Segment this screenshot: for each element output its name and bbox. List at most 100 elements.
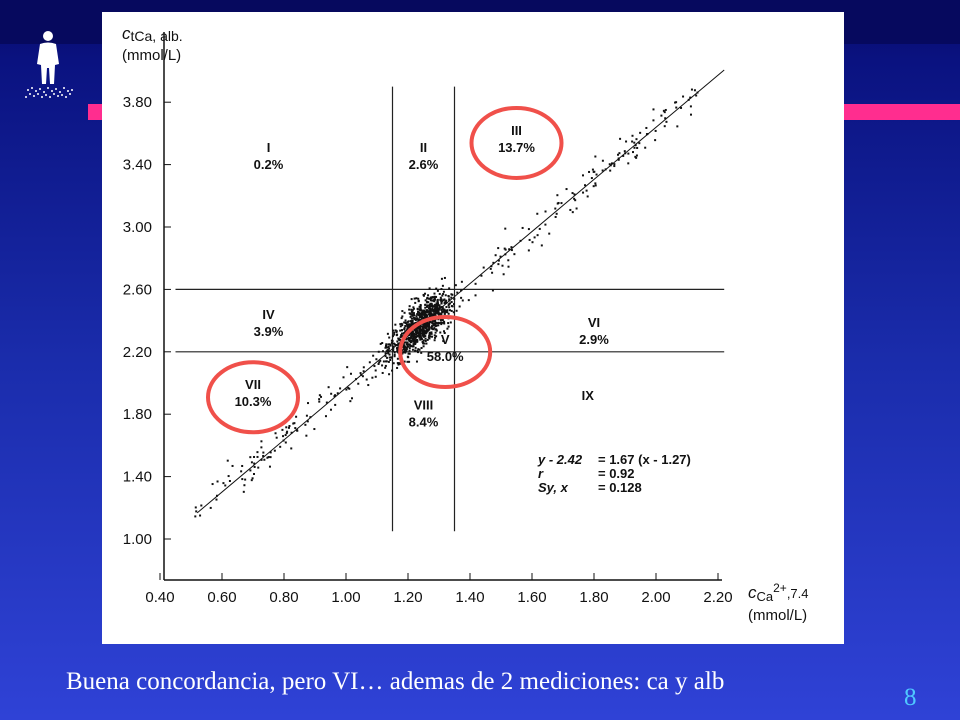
data-point [433,322,436,325]
data-point [400,317,403,320]
data-point [489,267,492,270]
data-point [371,376,374,379]
highlight-circle-vii [206,360,300,435]
data-point [438,322,441,325]
data-point [381,371,384,374]
data-point [385,344,388,347]
data-point [431,321,434,324]
data-point [424,306,427,309]
data-point [226,459,229,462]
data-point [431,319,434,322]
zone-label-iv: IV [262,307,275,322]
data-point [419,307,422,310]
data-point [444,310,447,313]
data-point [428,332,431,335]
data-point [408,308,411,311]
data-point [452,303,455,306]
data-point [405,323,408,326]
data-point [689,96,692,99]
data-point [594,155,597,158]
data-point [467,299,470,302]
data-point [418,305,421,308]
data-point [269,456,272,459]
data-point [501,264,504,267]
data-point [274,432,277,435]
data-point [403,348,406,351]
data-point [447,312,450,315]
data-point [249,456,252,459]
data-point [412,313,415,316]
data-point [209,506,212,509]
data-point [420,309,423,312]
data-point [412,316,415,319]
data-point [404,319,407,322]
data-point [405,338,408,341]
stat-lhs: r [538,466,544,481]
data-point [460,296,463,299]
data-point [400,335,403,338]
x-tick-label: 1.40 [455,589,484,606]
data-point [434,328,437,331]
data-point [428,297,431,300]
data-point [635,154,638,157]
data-point [414,339,417,342]
data-point [292,422,295,425]
data-point [420,316,423,319]
data-point [695,94,698,97]
data-point [425,326,428,329]
data-point [349,372,352,375]
data-point [420,328,423,331]
data-point [285,432,288,435]
data-point [690,88,693,91]
data-point [425,314,428,317]
data-point [680,106,683,109]
data-point [405,343,408,346]
data-point [286,430,289,433]
data-point [424,315,427,318]
data-point [409,312,412,315]
data-point [385,350,388,353]
data-point [431,308,434,311]
y-axis-unit: (mmol/L) [122,47,181,64]
data-point [418,318,421,321]
data-point [429,296,432,299]
data-point [396,350,399,353]
data-point [284,434,287,437]
data-point [413,297,416,300]
data-point [406,327,409,330]
zone-label-iii: III [511,123,522,138]
data-point [440,288,443,291]
data-point [436,304,439,307]
data-point [435,329,438,332]
data-point [474,282,477,285]
data-point [374,375,377,378]
data-point [339,387,342,390]
data-point [436,301,439,304]
highlight-circle-v [398,315,493,389]
data-point [395,344,398,347]
data-point [392,349,395,352]
data-point [414,329,417,332]
data-point [336,392,339,395]
data-point [619,137,622,140]
data-point [408,340,411,343]
data-point [414,337,417,340]
data-point [365,378,368,381]
data-point [415,339,418,342]
data-point [257,466,260,469]
data-point [544,223,547,226]
stat-lhs: Sy, x [538,480,569,495]
data-point [390,356,393,359]
data-point [403,332,406,335]
data-point [418,336,421,339]
data-point [434,336,437,339]
data-point [444,300,447,303]
data-point [557,201,560,204]
data-point [379,342,382,345]
data-point [387,345,390,348]
stat-rhs: = 0.92 [598,466,635,481]
data-point [433,292,436,295]
data-point [584,184,587,187]
x-tick-label: 1.20 [393,589,422,606]
data-point [436,305,439,308]
